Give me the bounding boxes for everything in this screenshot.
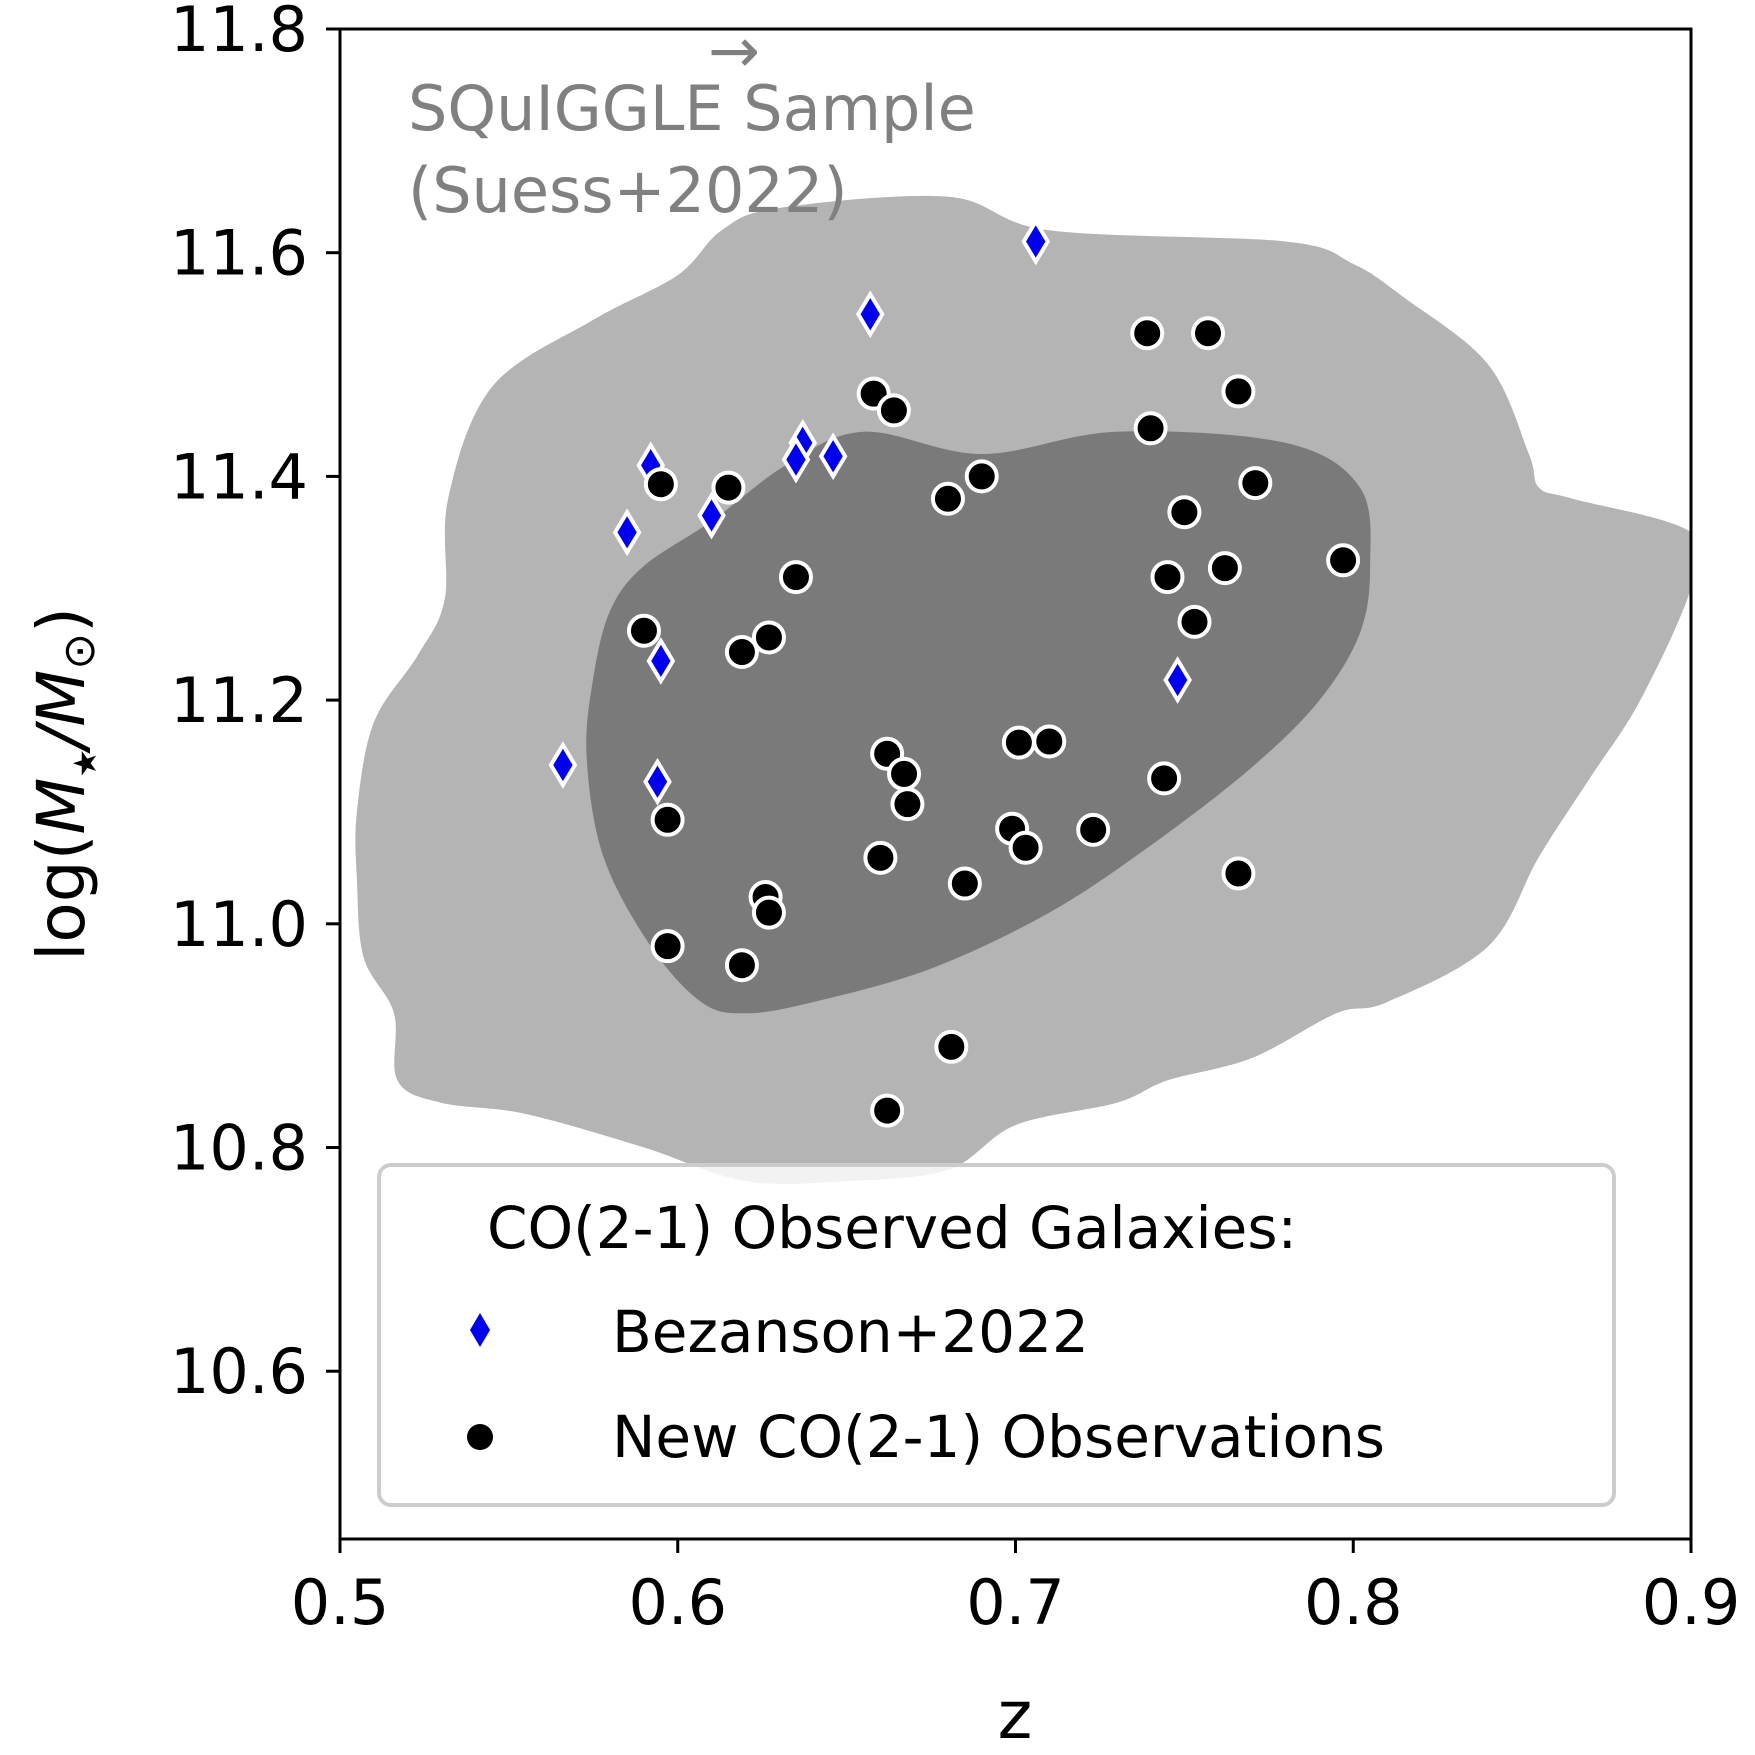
new-obs-point bbox=[724, 948, 759, 983]
new-obs-point bbox=[1177, 604, 1212, 639]
new-obs-point bbox=[751, 620, 786, 655]
new-obs-point bbox=[643, 467, 678, 502]
x-axis-title: z bbox=[998, 1677, 1033, 1754]
new-obs-point bbox=[650, 802, 685, 837]
legend-entry-bezanson: Bezanson+2022 bbox=[612, 1298, 1089, 1366]
bezanson-point bbox=[855, 290, 885, 339]
legend: CO(2-1) Observed Galaxies: Bezanson+2022… bbox=[377, 1163, 1616, 1507]
annotation-arrow: → bbox=[708, 14, 760, 87]
new-obs-point bbox=[650, 929, 685, 964]
new-obs-point bbox=[751, 895, 786, 930]
legend-diamond-marker bbox=[470, 1313, 490, 1347]
new-obs-point bbox=[711, 470, 746, 505]
new-obs-point bbox=[934, 1029, 969, 1064]
bezanson-point bbox=[697, 491, 726, 540]
ylabel-suffix: ) bbox=[23, 607, 100, 633]
x-tick-label: 0.7 bbox=[966, 1566, 1065, 1639]
x-tick-label: 0.5 bbox=[291, 1566, 390, 1639]
y-tick-label: 11.4 bbox=[170, 440, 308, 513]
sample-annotation: SQuIGGLE Sample → (Suess+2022) bbox=[408, 14, 976, 227]
legend-title: CO(2-1) Observed Galaxies: bbox=[487, 1194, 1297, 1262]
x-tick-label: 0.8 bbox=[1304, 1566, 1403, 1639]
new-obs-point bbox=[1167, 495, 1202, 530]
marker-layer bbox=[548, 217, 1361, 1128]
y-tick-label: 11.8 bbox=[170, 0, 308, 66]
y-tick-label: 11.0 bbox=[170, 888, 308, 961]
y-tick-label: 11.2 bbox=[170, 664, 308, 737]
new-obs-point bbox=[964, 459, 999, 494]
ylabel-m1: M bbox=[23, 778, 100, 835]
new-obs-point bbox=[1130, 316, 1165, 351]
legend-circle-marker bbox=[467, 1424, 493, 1450]
new-obs-point bbox=[626, 613, 661, 648]
bezanson-point bbox=[646, 637, 676, 685]
new-obs-point bbox=[887, 756, 922, 791]
bezanson-point bbox=[612, 508, 642, 557]
ylabel-m2: M bbox=[23, 670, 100, 727]
new-obs-point bbox=[1191, 316, 1226, 351]
new-obs-point bbox=[870, 1093, 905, 1128]
x-tick-label: 0.9 bbox=[1642, 1566, 1741, 1639]
new-obs-point bbox=[863, 840, 898, 875]
legend-box bbox=[377, 1163, 1616, 1507]
y-axis-title: log(M★/M⊙) bbox=[23, 607, 105, 961]
new-obs-point bbox=[1076, 812, 1111, 847]
new-obs-point bbox=[1221, 856, 1256, 891]
new-obs-point bbox=[1221, 374, 1256, 409]
new-obs-point bbox=[1147, 761, 1182, 796]
new-obs-point bbox=[890, 787, 925, 822]
y-tick-label: 10.8 bbox=[170, 1112, 308, 1185]
x-axis-ticks: 0.5 0.6 0.7 0.8 0.9 bbox=[291, 1539, 1741, 1639]
bezanson-point bbox=[781, 435, 811, 484]
new-obs-point bbox=[930, 481, 965, 516]
bezanson-point bbox=[643, 757, 672, 806]
y-tick-label: 10.6 bbox=[170, 1335, 308, 1408]
new-obs-point bbox=[1032, 724, 1067, 759]
svg-text:log(M★/M⊙): log(M★/M⊙) bbox=[23, 607, 105, 961]
new-obs-point bbox=[1238, 466, 1273, 501]
contour-layer bbox=[355, 195, 1691, 1185]
new-obs-point bbox=[724, 635, 759, 670]
ylabel-star: ★ bbox=[66, 749, 104, 778]
new-obs-point bbox=[1326, 543, 1361, 578]
bezanson-point bbox=[818, 432, 848, 481]
x-tick-label: 0.6 bbox=[628, 1566, 727, 1639]
new-obs-point bbox=[1207, 551, 1242, 586]
ylabel-prefix: log( bbox=[23, 835, 100, 961]
bezanson-point bbox=[548, 741, 578, 789]
ylabel-sun: ⊙ bbox=[54, 633, 105, 670]
annotation-line1: SQuIGGLE Sample bbox=[408, 72, 976, 145]
new-obs-point bbox=[1001, 725, 1036, 760]
new-obs-point bbox=[1150, 560, 1185, 595]
y-tick-label: 11.6 bbox=[170, 217, 308, 290]
new-obs-point bbox=[1008, 830, 1043, 865]
bezanson-point bbox=[1163, 656, 1192, 704]
bezanson-point bbox=[1021, 217, 1051, 266]
y-axis-ticks: 10.6 10.8 11.0 11.2 11.4 11.6 11.8 bbox=[170, 0, 340, 1408]
new-obs-point bbox=[1133, 411, 1168, 446]
legend-entry-new-obs: New CO(2-1) Observations bbox=[612, 1403, 1385, 1471]
new-obs-point bbox=[876, 393, 911, 428]
annotation-line2: (Suess+2022) bbox=[408, 154, 848, 227]
new-obs-point bbox=[947, 866, 982, 901]
new-obs-point bbox=[778, 560, 813, 595]
